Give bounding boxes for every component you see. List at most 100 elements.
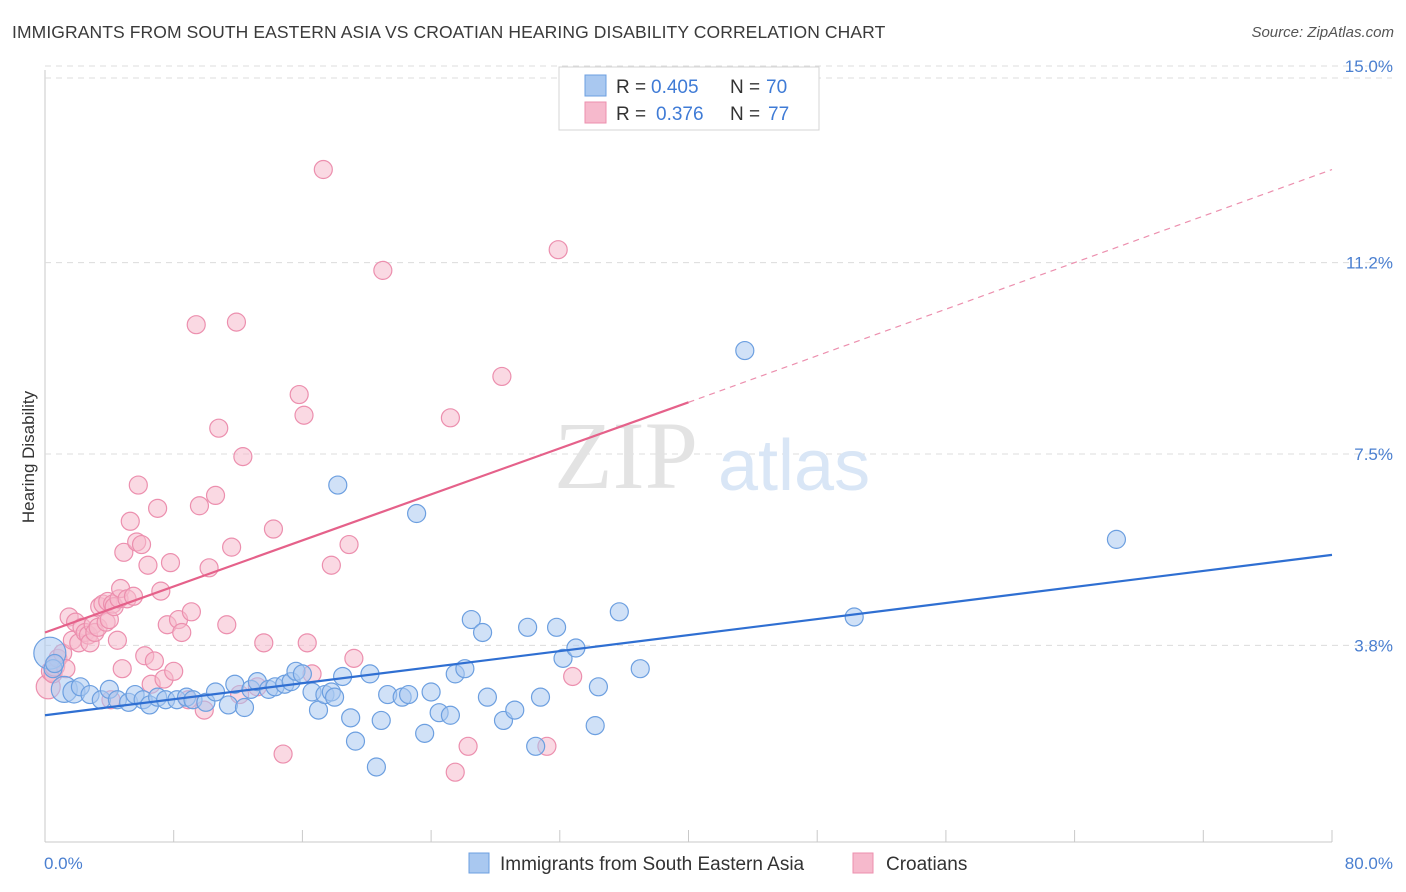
legend-r-value-1: 0.405 <box>651 77 699 98</box>
bottom-legend-label-blue: Immigrants from South Eastern Asia <box>500 854 805 875</box>
pink-point-61 <box>233 447 253 467</box>
blue-point-56 <box>477 687 498 707</box>
x-tick-label-max: 80.0% <box>1345 854 1393 873</box>
pink-point-29 <box>112 659 132 679</box>
pink-point-33 <box>123 586 144 606</box>
blue-point-62 <box>546 617 567 637</box>
pink-point-81 <box>563 666 583 687</box>
y-tick-label-0: 3.8% <box>1354 636 1393 655</box>
pink-point-71 <box>321 555 341 575</box>
y-tick-label-3: 15.0% <box>1345 57 1393 76</box>
x-ticks <box>44 830 1333 842</box>
pink-point-51 <box>186 315 206 335</box>
pink-point-50 <box>181 602 201 622</box>
pink-point-56 <box>209 418 229 438</box>
blue-point-42 <box>366 757 387 777</box>
pink-point-36 <box>131 534 152 555</box>
blue-point-68 <box>630 659 650 679</box>
pink-point-75 <box>440 408 461 428</box>
legend-swatch-blue <box>584 74 607 97</box>
pink-point-32 <box>120 511 140 531</box>
pink-point-30 <box>114 542 134 562</box>
legend-r-label-1: R = <box>616 77 646 98</box>
pink-point-80 <box>548 240 568 260</box>
blue-point-48 <box>415 723 435 743</box>
pink-point-58 <box>222 537 242 557</box>
correlation-legend: R = 0.405 N = 70 R = 0.376 N = 77 <box>558 66 820 131</box>
blue-point-46 <box>398 684 419 705</box>
pink-point-45 <box>160 553 181 573</box>
legend-n-label-1: N = <box>730 77 760 98</box>
blue-point-2 <box>45 653 65 674</box>
y-tick-label-2: 11.2% <box>1346 254 1393 273</box>
pink-point-64 <box>263 519 284 539</box>
bottom-legend-swatch-pink <box>852 852 874 874</box>
x-tick-label-min: 0.0% <box>44 854 83 873</box>
pink-point-78 <box>492 366 512 387</box>
blue-point-23 <box>234 697 255 718</box>
trendline-pink <box>44 401 689 634</box>
blue-point-67 <box>609 602 629 622</box>
pink-point-48 <box>172 622 192 643</box>
blue-point-65 <box>585 716 605 736</box>
legend-n-value-1: 70 <box>766 77 787 98</box>
pink-point-26 <box>107 630 127 650</box>
chart-title: IMMIGRANTS FROM SOUTH EASTERN ASIA VS CR… <box>12 22 886 42</box>
pink-point-59 <box>226 312 247 332</box>
legend-r-label-2: R = <box>616 104 646 125</box>
blue-point-39 <box>341 708 361 728</box>
trendline-blue <box>44 553 1333 717</box>
blue-point-36 <box>324 687 345 707</box>
blue-point-55 <box>472 622 493 643</box>
pink-point-66 <box>289 384 309 405</box>
pink-point-46 <box>164 661 184 681</box>
blue-point-38 <box>328 475 348 495</box>
blue-point-61 <box>530 687 551 707</box>
pink-point-70 <box>313 159 333 180</box>
blue-point-43 <box>371 710 391 731</box>
y-axis-title: Hearing Disability <box>19 390 38 523</box>
y-tick-label-1: 7.5% <box>1354 445 1393 464</box>
pink-point-57 <box>217 615 237 635</box>
pink-point-63 <box>254 633 274 653</box>
blue-point-70 <box>844 607 864 627</box>
bottom-legend-swatch-blue <box>468 852 490 874</box>
pink-point-38 <box>138 555 158 575</box>
trendlines <box>44 168 1333 717</box>
legend-swatch-pink <box>584 101 607 124</box>
watermark-atlas: atlas <box>718 426 870 506</box>
blue-point-21 <box>218 695 238 715</box>
pink-point-35 <box>128 475 148 495</box>
series-legend: Immigrants from South Eastern Asia Croat… <box>468 852 967 875</box>
blue-point-31 <box>292 664 312 684</box>
blue-point-71 <box>1106 529 1127 549</box>
blue-point-69 <box>735 340 755 361</box>
pink-point-65 <box>273 744 293 764</box>
pink-point-55 <box>205 485 226 506</box>
legend-r-value-2: 0.376 <box>656 104 704 125</box>
blue-point-54 <box>461 609 481 630</box>
blue-point-63 <box>553 648 573 668</box>
pink-point-77 <box>458 736 478 756</box>
legend-n-value-2: 77 <box>768 104 789 125</box>
blue-point-49 <box>421 682 441 702</box>
blue-point-51 <box>440 705 461 725</box>
bottom-legend-label-pink: Croatians <box>886 854 967 875</box>
pink-point-41 <box>148 498 168 518</box>
blue-point-59 <box>518 617 538 637</box>
blue-point-47 <box>407 503 427 524</box>
pink-point-40 <box>144 651 164 671</box>
watermark-zip: ZIP <box>554 402 698 509</box>
pink-point-72 <box>339 534 359 555</box>
gridlines <box>45 65 1392 646</box>
pink-point-76 <box>445 762 465 782</box>
pink-point-68 <box>297 633 317 653</box>
pink-point-73 <box>344 648 364 668</box>
blue-point-66 <box>588 677 609 697</box>
blue-point-58 <box>505 700 525 720</box>
trendline-pink-extension <box>688 168 1333 403</box>
pink-point-74 <box>373 260 393 280</box>
pink-point-67 <box>294 405 314 425</box>
pink-point-52 <box>189 496 210 516</box>
